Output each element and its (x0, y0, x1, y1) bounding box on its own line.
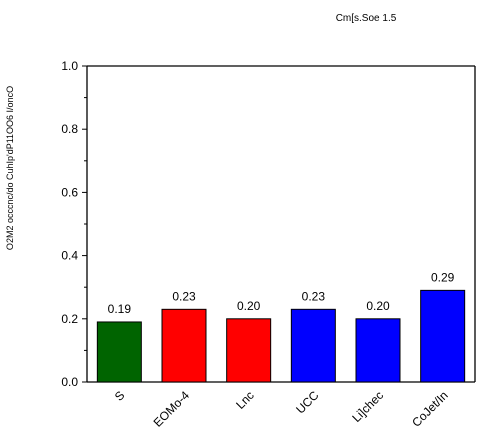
bar (161, 308, 207, 383)
bar (355, 318, 401, 383)
y-tick-label: 0.0 (61, 375, 78, 389)
bar-value-label: 0.23 (172, 289, 196, 303)
x-tick-label: S (112, 388, 128, 404)
plot-area: 0.0 0.2 0.4 0.6 0.8 1.0 0.19 S 0.23 EOMo-4 0.20 Lnc… (61, 59, 476, 430)
bar (96, 321, 142, 383)
bar-value-label: 0.23 (302, 289, 326, 303)
y-axis-label: O2M2 occcnc/do CuhIp'dP11OO6 I/oncO (5, 86, 15, 250)
x-tick-label: UCC (293, 388, 322, 417)
bar (226, 318, 272, 383)
y-tick-label: 1.0 (61, 59, 78, 73)
bar (420, 289, 466, 383)
x-tick-label: CoJet/In (409, 388, 451, 430)
x-tick-label: Lnc (233, 388, 257, 412)
bar (290, 308, 336, 383)
y-tick-label: 0.8 (61, 122, 78, 136)
bar-value-label: 0.29 (431, 270, 455, 284)
x-tick-label: Li]chec (349, 388, 386, 425)
y-tick-label: 0.4 (61, 249, 78, 263)
x-tick-label: EOMo-4 (151, 388, 193, 430)
bar-value-label: 0.20 (366, 299, 390, 313)
y-tick-label: 0.2 (61, 312, 78, 326)
bar-value-label: 0.20 (237, 299, 261, 313)
bar-value-label: 0.19 (108, 302, 132, 316)
y-tick-label: 0.6 (61, 185, 78, 199)
chart-title: Cm[s.Soe 1.5 (336, 13, 397, 24)
